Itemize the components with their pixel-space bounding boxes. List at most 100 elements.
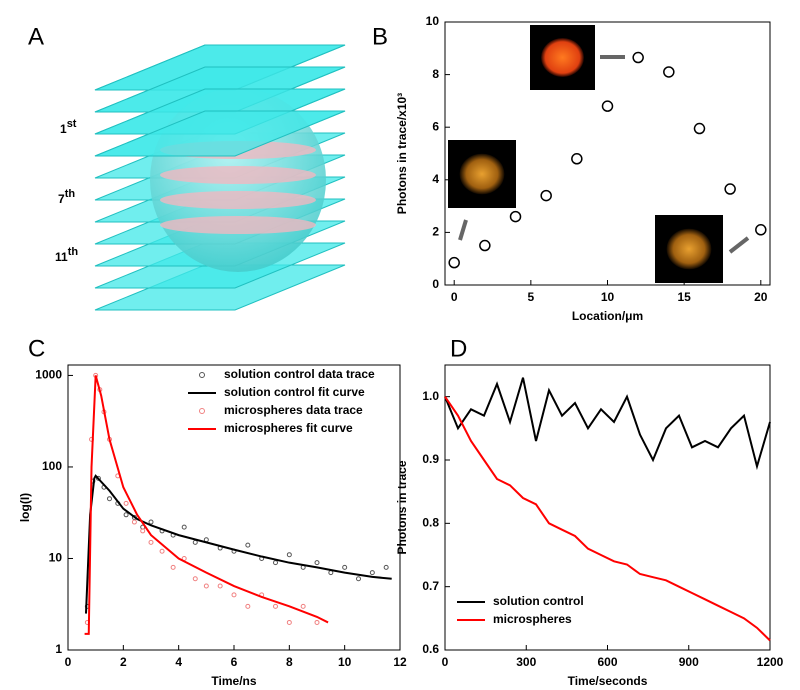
point — [217, 583, 223, 589]
point — [245, 603, 251, 609]
point — [663, 66, 675, 78]
y-tick-label: 10 — [49, 551, 63, 565]
x-tick-label: 2 — [120, 655, 127, 669]
point — [286, 552, 292, 558]
layer-plane — [94, 110, 346, 157]
point — [140, 528, 146, 534]
chart: C 0 2 4 6 8 10 12 1 10 100 1000 Time/ns log(I) solutio… — [18, 335, 407, 688]
legend-label: solution control — [493, 594, 584, 608]
panel-label: D — [450, 335, 467, 362]
point — [601, 100, 614, 112]
cut — [160, 216, 316, 234]
x-tick-label: 0 — [65, 655, 72, 669]
x-tick-label: 900 — [679, 655, 699, 669]
point — [632, 51, 644, 64]
arrow — [728, 236, 750, 254]
chart: D 0 300 600 900 1200 0.6 0.7 0.8 0.9 1.0 Time/secon… — [395, 335, 784, 688]
inset-cell — [459, 153, 505, 195]
point — [383, 564, 389, 570]
arrow — [458, 219, 468, 241]
y-tick-label: 2 — [432, 225, 439, 239]
legend-label: solution control fit curve — [224, 385, 365, 399]
point — [123, 500, 129, 506]
y-tick-label: 0.8 — [422, 516, 439, 530]
point — [273, 603, 278, 609]
legend-label: solution control data trace — [224, 367, 375, 381]
point — [148, 539, 154, 545]
x-tick-label: 1200 — [757, 655, 784, 669]
x-tick-label: 300 — [516, 655, 536, 669]
panel-label: A — [28, 23, 44, 50]
panel-label: C — [28, 335, 45, 362]
diagram: A 1st 7th 11th — [28, 23, 346, 311]
point — [203, 583, 209, 589]
point — [571, 153, 583, 165]
point — [300, 603, 306, 609]
y-tick-label: 6 — [432, 119, 439, 133]
x-tick-label: 5 — [528, 290, 535, 304]
point — [342, 564, 348, 570]
line — [84, 474, 392, 614]
point — [148, 519, 154, 525]
y-tick-label: 0 — [432, 277, 439, 291]
point — [131, 519, 137, 525]
point — [159, 548, 165, 554]
layer-label: 1st — [60, 118, 77, 136]
point — [231, 592, 237, 598]
point — [286, 619, 292, 625]
y-tick-label: 4 — [432, 172, 439, 186]
point — [356, 576, 361, 582]
cut — [160, 166, 316, 184]
y-tick-label: 1 — [55, 642, 62, 656]
legend-label: microspheres — [493, 612, 572, 626]
y-axis-label: log(I) — [18, 493, 32, 522]
y-tick-label: 10 — [426, 14, 440, 28]
point — [540, 189, 552, 202]
x-tick-label: 10 — [601, 290, 615, 304]
y-tick-label: 0.6 — [422, 642, 439, 656]
point — [314, 560, 320, 566]
y-tick-label: 1000 — [35, 368, 62, 382]
cut — [160, 191, 316, 209]
point — [123, 512, 129, 518]
y-tick-label: 0.9 — [422, 452, 439, 466]
point — [107, 496, 112, 502]
x-tick-label: 20 — [754, 290, 768, 304]
point — [273, 560, 278, 566]
y-tick-label: 8 — [432, 67, 439, 81]
point — [479, 239, 491, 252]
point — [245, 542, 251, 548]
point — [693, 122, 706, 135]
point — [192, 576, 198, 582]
x-tick-label: 12 — [393, 655, 407, 669]
line — [444, 396, 771, 642]
legend-swatch — [199, 372, 205, 378]
x-tick-label: 8 — [286, 655, 293, 669]
layer-label: 7th — [58, 188, 75, 206]
point — [192, 539, 198, 545]
legend-swatch — [199, 408, 205, 414]
x-tick-label: 6 — [231, 655, 238, 669]
x-tick-label: 15 — [677, 290, 691, 304]
point — [755, 224, 767, 236]
x-axis-label: Time/seconds — [568, 674, 648, 685]
inset-cell — [541, 38, 584, 77]
y-axis-label: Photons in trace/x10³ — [395, 93, 409, 214]
panel-label: B — [372, 23, 388, 50]
y-tick-label: 100 — [42, 459, 62, 473]
x-tick-label: 4 — [175, 655, 182, 669]
inset-cell — [666, 228, 712, 270]
x-axis-label: Location/μm — [572, 309, 643, 323]
x-tick-label: 600 — [597, 655, 617, 669]
x-tick-label: 0 — [442, 655, 449, 669]
legend-label: microspheres data trace — [224, 403, 363, 417]
point — [170, 564, 176, 570]
line — [84, 375, 329, 635]
layer-label: 11th — [55, 246, 78, 264]
point — [181, 524, 187, 530]
y-tick-label: 0.7 — [422, 579, 439, 593]
point — [448, 256, 460, 269]
x-tick-label: 10 — [338, 655, 352, 669]
point — [95, 475, 101, 481]
